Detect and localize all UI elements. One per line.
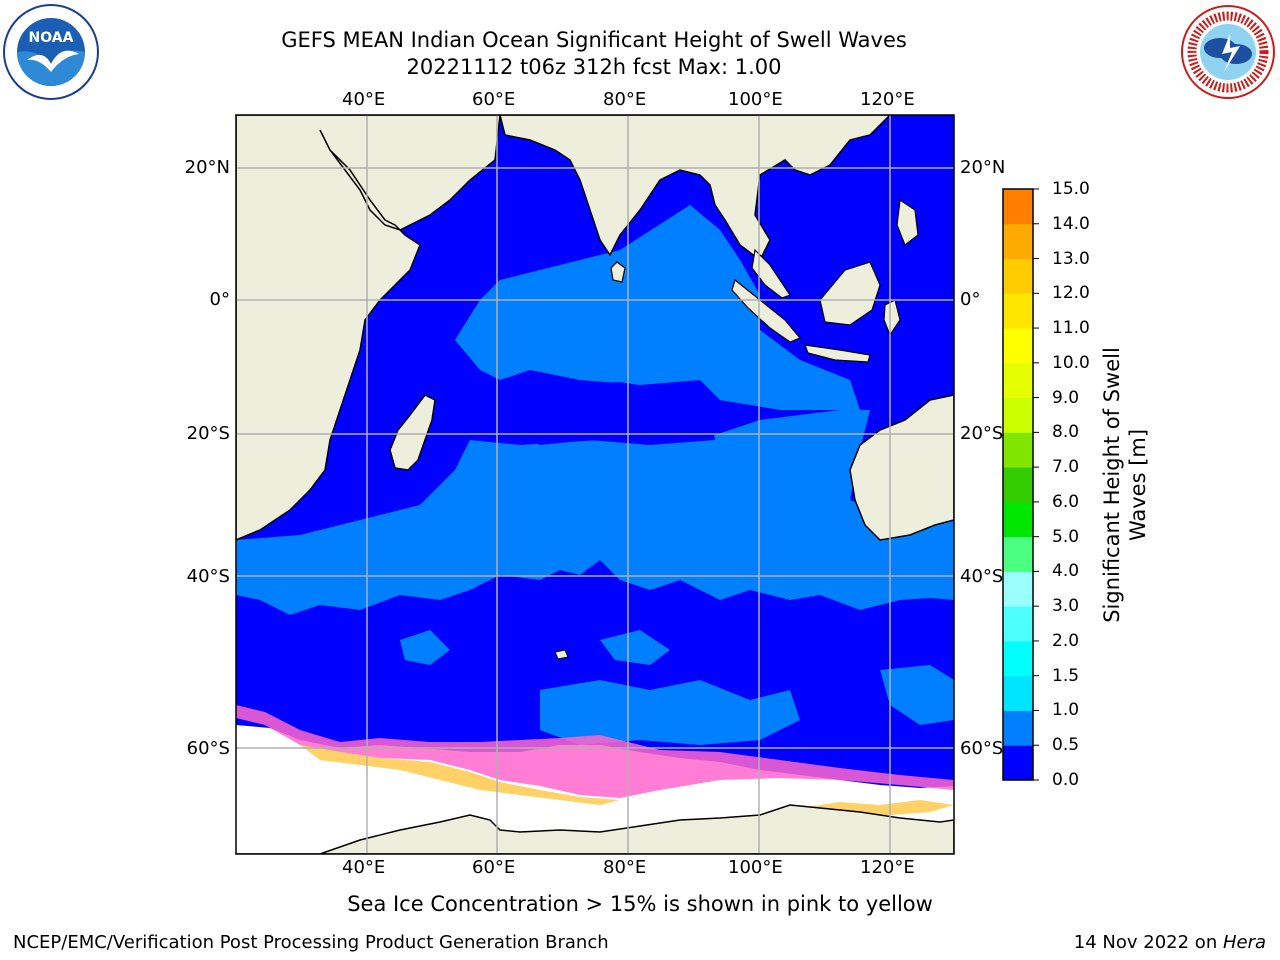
land-australia bbox=[849, 394, 954, 541]
national-weather-service-logo bbox=[1180, 4, 1276, 100]
colorbar-tick-label: 14.0 bbox=[1052, 213, 1090, 234]
lon-tick-top-100e: 100°E bbox=[728, 89, 783, 110]
lon-tick-bottom-40e: 40°E bbox=[342, 857, 386, 878]
swell-patch-4 bbox=[400, 630, 450, 665]
map-frame bbox=[235, 114, 955, 855]
colorbar-tick-label: 10.0 bbox=[1052, 352, 1090, 373]
swell-region-mid bbox=[236, 410, 954, 615]
colorbar-tick-label: 5.0 bbox=[1052, 526, 1080, 547]
colorbar-swatch bbox=[1003, 223, 1033, 260]
colorbar-swatch bbox=[1003, 675, 1033, 711]
land-malay-peninsula bbox=[751, 248, 791, 299]
colorbar-tick-label: 8.0 bbox=[1052, 422, 1080, 443]
land-sulawesi bbox=[883, 299, 901, 337]
sea-ice-yellow bbox=[300, 745, 620, 805]
noaa-logo: NOAA bbox=[3, 4, 99, 100]
lat-tick-right-20s: 20°S bbox=[960, 423, 1004, 444]
lat-tick-right-0: 0° bbox=[960, 289, 981, 310]
lat-tick-left-40s: 40°S bbox=[186, 566, 230, 587]
land-sumatra bbox=[731, 278, 801, 343]
swell-pocket-south bbox=[500, 382, 715, 445]
colorbar-swatch bbox=[1003, 293, 1033, 329]
colorbar-swatch bbox=[1003, 397, 1033, 433]
lat-tick-right-60s: 60°S bbox=[960, 738, 1004, 759]
colorbar-tick-label: 3.0 bbox=[1052, 596, 1080, 617]
footer-date: 14 Nov 2022 on Hera bbox=[1074, 933, 1266, 953]
sea-ice-note: Sea Ice Concentration > 15% is shown in … bbox=[347, 892, 933, 916]
colorbar-swatch bbox=[1003, 501, 1033, 538]
lon-tick-bottom-60e: 60°E bbox=[472, 857, 516, 878]
lat-tick-left-20s: 20°S bbox=[186, 423, 230, 444]
colorbar-tick-label: 9.0 bbox=[1052, 387, 1080, 408]
land-kerguelen bbox=[554, 649, 569, 660]
lat-tick-left-0: 0° bbox=[209, 289, 230, 310]
footer-date-text: 14 Nov 2022 on bbox=[1073, 932, 1223, 953]
colorbar-swatch bbox=[1003, 362, 1033, 399]
svg-text:NOAA: NOAA bbox=[29, 30, 74, 46]
colorbar-swatch bbox=[1003, 606, 1033, 642]
land-sri-lanka bbox=[610, 261, 626, 283]
colorbar-swatch bbox=[1003, 467, 1033, 503]
lon-tick-bottom-80e: 80°E bbox=[603, 857, 647, 878]
lon-tick-top-60e: 60°E bbox=[472, 89, 516, 110]
colorbar-tick-label: 6.0 bbox=[1052, 491, 1080, 512]
colorbar-label-line1: Significant Height of Swell bbox=[1100, 347, 1124, 623]
chart-subtitle: 20221112 t06z 312h fcst Max: 1.00 bbox=[406, 55, 782, 79]
colorbar-swatch bbox=[1003, 710, 1033, 746]
lon-tick-top-120e: 120°E bbox=[860, 89, 915, 110]
colorbar-swatch bbox=[1003, 328, 1033, 364]
colorbar-tick-label: 1.0 bbox=[1052, 700, 1080, 721]
lat-tick-left-20n: 20°N bbox=[184, 157, 230, 178]
colorbar-tick-label: 13.0 bbox=[1052, 248, 1090, 269]
lat-tick-left-60s: 60°S bbox=[186, 738, 230, 759]
lon-tick-bottom-120e: 120°E bbox=[860, 857, 915, 878]
lon-tick-top-80e: 80°E bbox=[603, 89, 647, 110]
colorbar-swatch bbox=[1003, 745, 1033, 781]
colorbar-tick-label: 12.0 bbox=[1052, 283, 1090, 304]
lon-tick-top-40e: 40°E bbox=[342, 89, 386, 110]
land-java bbox=[804, 344, 871, 363]
land-india-asia bbox=[499, 115, 892, 262]
colorbar-swatch bbox=[1003, 258, 1033, 294]
colorbar-swatch bbox=[1003, 432, 1033, 468]
land-borneo bbox=[819, 261, 881, 326]
colorbar-tick-label: 11.0 bbox=[1052, 318, 1090, 339]
colorbar-tick-label: 2.0 bbox=[1052, 630, 1080, 651]
colorbar-swatch bbox=[1003, 640, 1033, 677]
land-philippines bbox=[896, 198, 919, 246]
colorbar-tick-marks bbox=[1033, 188, 1039, 781]
swell-patch-1 bbox=[540, 680, 800, 745]
colorbar-tick-label: 4.0 bbox=[1052, 561, 1080, 582]
colorbar-swatch bbox=[1003, 571, 1033, 607]
colorbar bbox=[1003, 189, 1033, 781]
colorbar-tick-label: 7.0 bbox=[1052, 457, 1080, 478]
footer-host: Hera bbox=[1222, 932, 1266, 953]
chart-title: GEFS MEAN Indian Ocean Significant Heigh… bbox=[281, 28, 907, 52]
lon-tick-bottom-100e: 100°E bbox=[728, 857, 783, 878]
land-antarctica bbox=[236, 804, 954, 854]
colorbar-tick-label: 1.5 bbox=[1052, 665, 1080, 686]
colorbar-tick-label: 0.0 bbox=[1052, 770, 1080, 790]
colorbar-label-line2: Waves [m] bbox=[1126, 428, 1150, 542]
colorbar-tick-label: 0.5 bbox=[1052, 735, 1080, 756]
footer-branch: NCEP/EMC/Verification Post Processing Pr… bbox=[13, 932, 609, 953]
colorbar-swatch bbox=[1003, 536, 1033, 572]
colorbar-swatch bbox=[1003, 189, 1033, 225]
swell-patch-2 bbox=[600, 630, 670, 665]
map-gridlines bbox=[236, 115, 954, 854]
sea-ice-pink bbox=[236, 705, 954, 798]
colorbar-tick-label: 15.0 bbox=[1052, 179, 1090, 199]
land-madagascar bbox=[389, 394, 436, 471]
swell-patch-3 bbox=[880, 665, 954, 725]
lat-tick-right-40s: 40°S bbox=[960, 566, 1004, 587]
lat-tick-right-20n: 20°N bbox=[960, 157, 1006, 178]
colorbar-frame bbox=[1002, 188, 1034, 781]
